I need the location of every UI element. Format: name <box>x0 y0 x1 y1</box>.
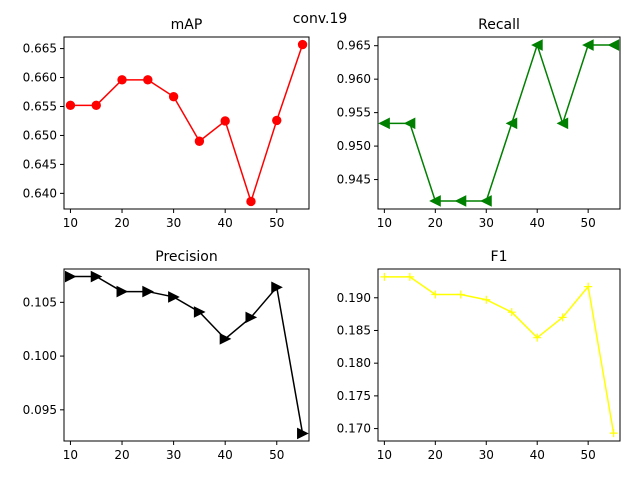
y-tick-label: 0.100 <box>23 349 57 363</box>
x-tick-label: 50 <box>581 216 596 230</box>
axes-frame <box>377 268 621 442</box>
axes-frame <box>377 36 621 210</box>
data-point-map <box>272 115 282 126</box>
data-point-map <box>246 196 256 207</box>
y-tick-label: 0.650 <box>23 128 57 142</box>
data-point-precision <box>116 285 129 298</box>
x-tick-label: 30 <box>166 448 181 462</box>
data-point-f1 <box>456 290 465 299</box>
x-tick-label: 10 <box>63 216 78 230</box>
subplot-f1: F1 10 20 30 40 50 0.170 0.175 0.180 0.185 0.190 <box>337 249 621 462</box>
x-tick-label: 30 <box>166 216 181 230</box>
data-point-recall <box>454 195 467 207</box>
y-tick-label: 0.175 <box>337 389 371 403</box>
data-point-map <box>168 91 179 102</box>
data-point-precision <box>219 333 232 345</box>
data-point-precision <box>168 291 180 303</box>
data-point-map <box>91 100 101 111</box>
subplot-grid: mAP 10 20 30 40 50 0.640 0.645 0.650 0.655 0.660 0.… <box>23 17 621 462</box>
data-point-recall <box>556 117 569 130</box>
subplot-precision: Precision 10 20 30 40 50 0.095 0.100 0.105 <box>23 249 310 462</box>
data-point-recall <box>607 39 620 51</box>
x-tick-label: 20 <box>428 216 443 230</box>
y-tick-label: 0.965 <box>337 39 371 53</box>
data-point-map <box>194 136 205 146</box>
subplot-title: Precision <box>155 249 217 265</box>
x-tick-label: 20 <box>114 448 129 462</box>
y-tick-label: 0.170 <box>337 422 371 436</box>
data-point-f1 <box>405 272 414 281</box>
data-point-f1 <box>609 429 618 438</box>
data-point-precision <box>64 270 77 283</box>
data-point-map <box>143 75 153 85</box>
figure-suptitle: conv.19 <box>293 11 348 27</box>
x-tick-label: 10 <box>63 448 78 462</box>
y-tick-label: 0.955 <box>337 106 371 120</box>
data-point-f1 <box>482 295 491 304</box>
data-point-recall <box>480 195 492 207</box>
axes-frame <box>63 36 310 210</box>
data-point-map <box>65 100 76 111</box>
data-point-recall <box>378 117 390 130</box>
data-point-map <box>117 75 127 85</box>
y-tick-label: 0.665 <box>23 42 57 56</box>
subplot-title: Recall <box>478 17 520 33</box>
x-tick-label: 50 <box>581 448 596 462</box>
data-point-map <box>220 116 230 126</box>
data-point-f1 <box>431 290 440 299</box>
x-tick-label: 40 <box>218 448 233 462</box>
data-point-recall <box>582 39 594 51</box>
data-point-f1 <box>380 272 389 281</box>
subplot-title: F1 <box>491 249 508 265</box>
subplot-recall: Recall 10 20 30 40 50 0.945 0.950 0.955 0.960 0.96… <box>337 17 621 230</box>
data-point-precision <box>271 281 283 294</box>
data-point-f1 <box>584 282 593 291</box>
x-tick-label: 30 <box>479 448 494 462</box>
series-line-map <box>70 44 304 204</box>
subplot-title: mAP <box>171 17 203 33</box>
data-point-precision <box>193 306 206 318</box>
x-tick-label: 40 <box>218 216 233 230</box>
x-tick-label: 50 <box>269 448 284 462</box>
data-point-recall <box>429 195 441 207</box>
x-tick-label: 30 <box>479 216 494 230</box>
y-tick-label: 0.180 <box>337 356 371 370</box>
series-line-precision <box>70 275 304 434</box>
y-tick-label: 0.950 <box>337 139 371 153</box>
x-tick-label: 40 <box>530 216 545 230</box>
x-tick-label: 20 <box>428 448 443 462</box>
x-tick-label: 10 <box>377 216 392 230</box>
x-tick-label: 50 <box>269 216 284 230</box>
data-point-recall <box>531 39 543 51</box>
x-tick-label: 40 <box>530 448 545 462</box>
subplot-map: mAP 10 20 30 40 50 0.640 0.645 0.650 0.655 0.660 0.… <box>23 17 310 230</box>
y-tick-label: 0.945 <box>337 173 371 187</box>
y-tick-label: 0.660 <box>23 71 57 85</box>
series-line-recall <box>384 42 614 202</box>
data-point-f1 <box>558 313 567 322</box>
y-tick-label: 0.185 <box>337 323 371 337</box>
data-point-precision <box>142 285 154 298</box>
axes-frame <box>63 268 310 442</box>
y-tick-label: 0.105 <box>23 295 57 309</box>
y-tick-label: 0.640 <box>23 186 57 200</box>
data-point-f1 <box>507 308 516 317</box>
y-tick-label: 0.645 <box>23 157 57 171</box>
y-tick-label: 0.960 <box>337 72 371 86</box>
data-point-precision <box>297 427 309 440</box>
y-tick-label: 0.095 <box>23 403 57 417</box>
y-tick-label: 0.190 <box>337 291 371 305</box>
x-tick-label: 10 <box>377 448 392 462</box>
data-point-precision <box>245 311 258 324</box>
data-point-recall <box>505 117 518 130</box>
x-tick-label: 20 <box>114 216 129 230</box>
data-point-f1 <box>533 333 542 342</box>
data-point-map <box>297 39 308 50</box>
data-point-recall <box>403 117 416 130</box>
data-point-precision <box>90 270 103 283</box>
series-line-f1 <box>384 276 615 434</box>
y-tick-label: 0.655 <box>23 99 57 113</box>
